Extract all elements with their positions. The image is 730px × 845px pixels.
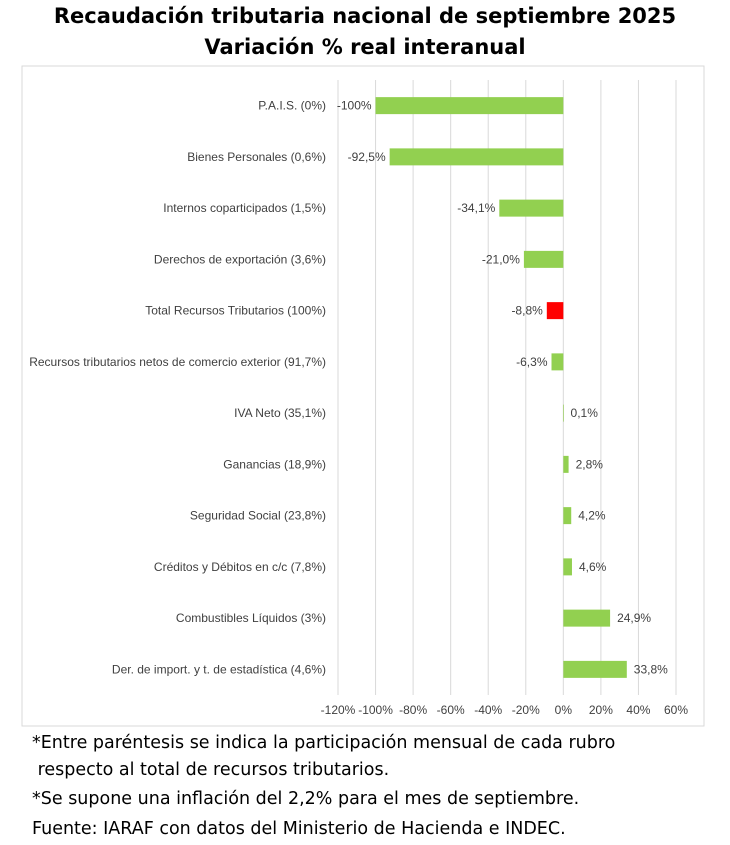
chart-title: Recaudación tributaria nacional de septi…	[53, 4, 677, 28]
bar	[563, 660, 627, 678]
footnote-participation-cont: respecto al total de recursos tributario…	[32, 760, 390, 780]
data-label: -100%	[337, 99, 372, 113]
data-label: -92,5%	[348, 150, 386, 164]
data-label: -6,3%	[516, 355, 548, 369]
x-tick-label: -40%	[474, 703, 502, 717]
bar	[563, 558, 572, 576]
category-label: IVA Neto (35,1%)	[234, 406, 326, 420]
x-tick-label: -120%	[321, 703, 356, 717]
category-label: Internos coparticipados (1,5%)	[163, 201, 326, 215]
footnote-participation: *Entre paréntesis se indica la participa…	[32, 733, 616, 753]
footnote-inflation: *Se supone una inflación del 2,2% para e…	[32, 789, 580, 809]
category-label: Bienes Personales (0,6%)	[187, 150, 326, 164]
x-tick-label: -60%	[437, 703, 465, 717]
bar	[563, 507, 572, 525]
x-tick-label: -20%	[512, 703, 540, 717]
data-label: 33,8%	[634, 662, 668, 676]
x-tick-label: 40%	[626, 703, 650, 717]
bar	[389, 148, 564, 166]
data-label: 24,9%	[617, 611, 651, 625]
data-label: -34,1%	[457, 201, 495, 215]
category-label: P.A.I.S. (0%)	[258, 99, 326, 113]
bar	[551, 353, 564, 371]
category-label: Derechos de exportación (3,6%)	[154, 252, 326, 266]
bar	[523, 250, 564, 268]
data-label: 4,2%	[578, 509, 606, 523]
bar	[563, 404, 564, 422]
bar	[375, 97, 564, 115]
chart-frame	[21, 65, 705, 727]
data-label: 0,1%	[571, 406, 599, 420]
data-label: 2,8%	[576, 457, 604, 471]
x-tick-label: 20%	[589, 703, 613, 717]
category-label: Total Recursos Tributarios (100%)	[145, 304, 326, 318]
category-label: Der. de import. y t. de estadística (4,6…	[112, 662, 326, 676]
bar	[499, 199, 564, 217]
category-label: Ganancias (18,9%)	[223, 457, 326, 471]
chart-subtitle: Variación % real interanual	[204, 35, 526, 59]
x-tick-label: 60%	[664, 703, 688, 717]
x-tick-label: -100%	[358, 703, 393, 717]
data-label: -8,8%	[511, 304, 543, 318]
bar	[563, 609, 611, 627]
footnote-source: Fuente: IARAF con datos del Ministerio d…	[32, 819, 566, 839]
category-label: Seguridad Social (23,8%)	[190, 509, 326, 523]
x-tick-label: -80%	[399, 703, 427, 717]
category-label: Créditos y Débitos en c/c (7,8%)	[154, 560, 326, 574]
bar	[563, 455, 569, 473]
x-tick-label: 0%	[555, 703, 573, 717]
data-label: -21,0%	[482, 252, 520, 266]
category-label: Combustibles Líquidos (3%)	[176, 611, 326, 625]
data-label: 4,6%	[579, 560, 607, 574]
bar	[546, 302, 564, 320]
category-label: Recursos tributarios netos de comercio e…	[29, 355, 326, 369]
